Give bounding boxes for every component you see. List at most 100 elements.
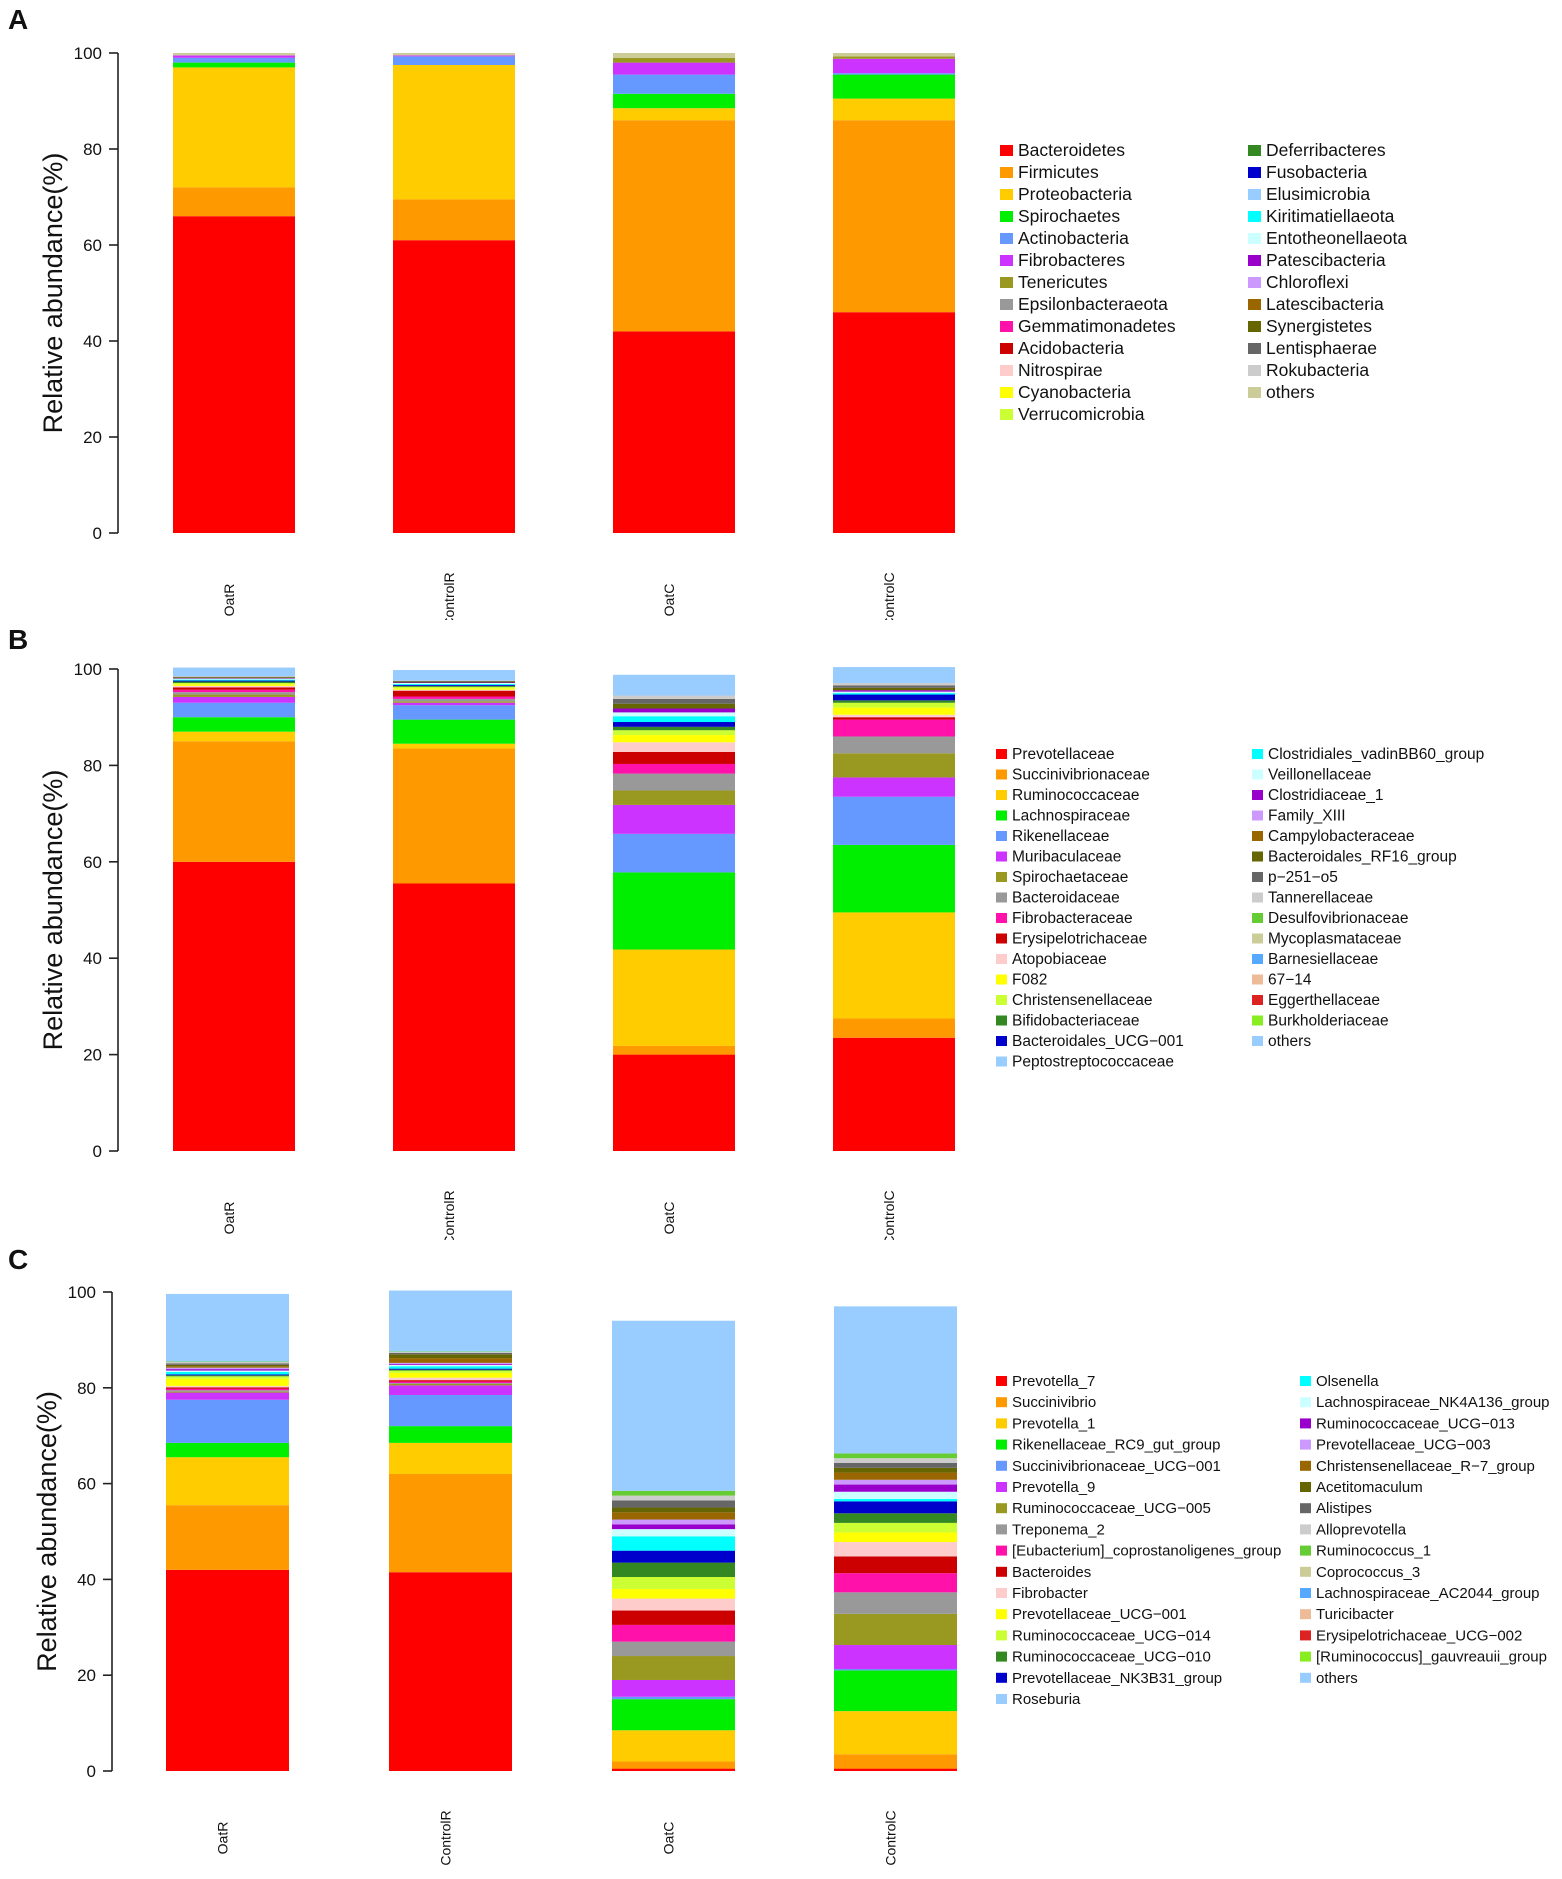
legend-swatch-prevotellaceae [996,749,1007,759]
legend-label-lachnospiraceae-ac2044-group: Lachnospiraceae_AC2044_group [1316,1585,1540,1602]
bar-segment-oatr-tannerellaceae [173,676,295,677]
legend-swatch-bacteroidales-ucg-001 [996,1036,1007,1046]
bar-segment-controlc-fibrobacteres [833,58,955,74]
bar-segment-oatr-alloprevotella [166,1361,289,1364]
legend-swatch-entotheonellaeota [1248,233,1261,244]
legend-label-deferribacteres: Deferribacteres [1266,140,1386,160]
legend-label-gemmatimonadetes: Gemmatimonadetes [1018,316,1176,336]
legend-label-entotheonellaeota: Entotheonellaeota [1266,228,1407,248]
bar-segment-oatc-ruminococcaceae-ucg-010 [612,1562,735,1578]
bar-segment-controlr-olsenella [389,1366,512,1369]
legend-label-erysipelotrichaceae-ucg-002: Erysipelotrichaceae_UCG−002 [1316,1627,1522,1644]
bar-segment-oatr-others [166,1293,289,1362]
legend-swatch-p-251-o5 [1252,872,1263,882]
bar-segment-controlr-spirochaetaceae [393,701,515,703]
bar-segment-controlc-prevotellaceae-nk3b31-group [834,1501,957,1514]
bar-segment-oatc-spirochaetes [613,93,735,109]
legend-swatch-others [1252,1036,1263,1046]
bar-segment-oatr-rikenellaceae [173,702,295,718]
legend-swatch-tannerellaceae [1252,892,1263,903]
legend-swatch-eubacterium-coprostanoligenes-group [996,1545,1007,1556]
bar-segment-controlr-p-251-o5 [393,681,515,682]
legend-swatch-synergistetes [1248,321,1261,332]
legend-swatch-verrucomicrobia [1000,409,1013,420]
bar-segment-controlc-prevotellaceae-ucg-001 [834,1532,957,1543]
legend-label-bacteroidales-rf16-group: Bacteroidales_RF16_group [1268,849,1457,866]
bar-segment-controlc-firmicutes [833,120,955,313]
legend-swatch-erysipelotrichaceae [996,933,1007,944]
bar-segment-oatr-ruminococcaceae-ucg-010 [166,1375,289,1377]
x-tick-label-controlc: ControlC [883,1810,899,1865]
bar-segment-controlr-ruminococcaceae-ucg-010 [389,1369,512,1371]
bar-segment-oatc-prevotella-7 [612,1768,735,1771]
bar-segment-controlc-ruminococcaceae-ucg-013 [834,1484,957,1492]
bar-segment-oatc-spirochaetaceae [613,790,735,805]
legend-swatch-prevotella-7 [996,1376,1007,1386]
bar-segment-oatc-ruminococcaceae-ucg-005 [612,1656,735,1680]
bar-segment-controlr-christensenellaceae [393,686,515,689]
bar-segment-oatc-actinobacteria [613,74,735,94]
legend-label-lachnospiraceae: Lachnospiraceae [1012,808,1130,825]
bar-segment-controlc-f082 [833,707,955,715]
bar-segment-oatc-bacteroidales-rf16-group [613,703,735,709]
bar-segment-oatr-rikenellaceae-rc9-gut-group [166,1442,289,1458]
bar-segment-oatr-lachnospiraceae [173,717,295,732]
bar-segment-oatr-fibrobacteres [173,55,295,58]
legend-label-rikenellaceae: Rikenellaceae [1012,828,1109,845]
legend-swatch-bacteroidaceae [996,892,1007,903]
bar-segment-oatc-treponema-2 [612,1641,735,1657]
bar-segment-controlr-treponema-2 [389,1383,512,1384]
legend-swatch-peptostreptococcaceae [996,1056,1007,1067]
bar-segment-oatc-bacteroidaceae [613,773,735,791]
legend-swatch-gemmatimonadetes [1000,321,1013,332]
bar-segment-oatr-bacteroides [166,1387,289,1389]
legend-label-bacteroides: Bacteroides [1012,1564,1091,1581]
legend-label-alistipes: Alistipes [1316,1500,1372,1517]
legend-label-cyanobacteria: Cyanobacteria [1018,382,1131,402]
legend-swatch-bacteroidetes [1000,145,1013,156]
bar-segment-oatc-f082 [613,735,735,743]
bar-segment-controlc-fibrobacter [834,1542,957,1557]
bar-segment-controlr-prevotellaceae [393,883,515,1151]
legend-swatch-succinivibrio [996,1397,1007,1408]
bar-segment-controlr-succinivibrionaceae [393,748,515,884]
bar-segment-controlc-christensenellaceae [833,702,955,708]
bar-segment-oatr-prevotellaceae-nk3b31-group [166,1374,289,1376]
bar-segment-oatc-lachnospiraceae-nk4a136-group [612,1529,735,1537]
bar-segment-oatc-ruminococcaceae [613,949,735,1046]
bar-segment-oatr-spirochaetaceae [173,694,295,697]
y-axis-label: Relative abundance(%) [38,153,68,434]
bar-segment-controlc-erysipelotrichaceae [833,717,955,720]
legend-label-kiritimatiellaeota: Kiritimatiellaeota [1266,206,1395,226]
legend-label-others: others [1266,382,1315,402]
bar-segment-controlc-lachnospiraceae-nk4a136-group [834,1491,957,1499]
y-tick-label: 80 [83,756,102,775]
legend-swatch-christensenellaceae-r-7-group [1300,1460,1311,1471]
stacked-bar-chart-c: 0 20 40 60 80 100 Relative abundance(%) OatR Con… [32,1283,1550,1866]
bar-segment-oatr-succinivibrionaceae-ucg-001 [166,1399,289,1443]
bar-segment-controlc-tannerellaceae [833,682,955,686]
legend-swatch-treponema-2 [996,1524,1007,1535]
legend-label-succinivibrionaceae: Succinivibrionaceae [1012,767,1150,784]
legend-swatch-campylobacteraceae [1252,831,1263,841]
y-tick-label: 80 [77,1379,96,1398]
legend-label-actinobacteria: Actinobacteria [1018,228,1129,248]
legend-label-tannerellaceae: Tannerellaceae [1268,890,1373,907]
bar-segment-oatr-others [173,53,295,56]
bar-segment-oatc-fibrobacteres [613,62,735,75]
legend-swatch-others [1248,387,1261,398]
bar-segment-oatr-prevotellaceae-ucg-003 [166,1367,289,1370]
legend-label-atopobiaceae: Atopobiaceae [1012,951,1107,968]
legend-label-desulfovibrionaceae: Desulfovibrionaceae [1268,910,1408,927]
y-tick-label: 20 [83,1046,102,1065]
x-tick-label-controlr: ControlR [438,1810,454,1865]
y-tick-label: 60 [83,853,102,872]
legend-swatch-67-14 [1252,974,1263,985]
legend-label-prevotella-9: Prevotella_9 [1012,1479,1095,1496]
bar-segment-oatc-p-251-o5 [613,698,735,704]
x-tick-label-controlr: ControlR [441,572,457,620]
legend-label-turicibacter: Turicibacter [1316,1606,1394,1623]
legend-swatch-prevotellaceae-nk3b31-group [996,1672,1007,1683]
legend-label-others: others [1316,1670,1358,1687]
bar-segment-oatc-fibrobacter [612,1598,735,1611]
